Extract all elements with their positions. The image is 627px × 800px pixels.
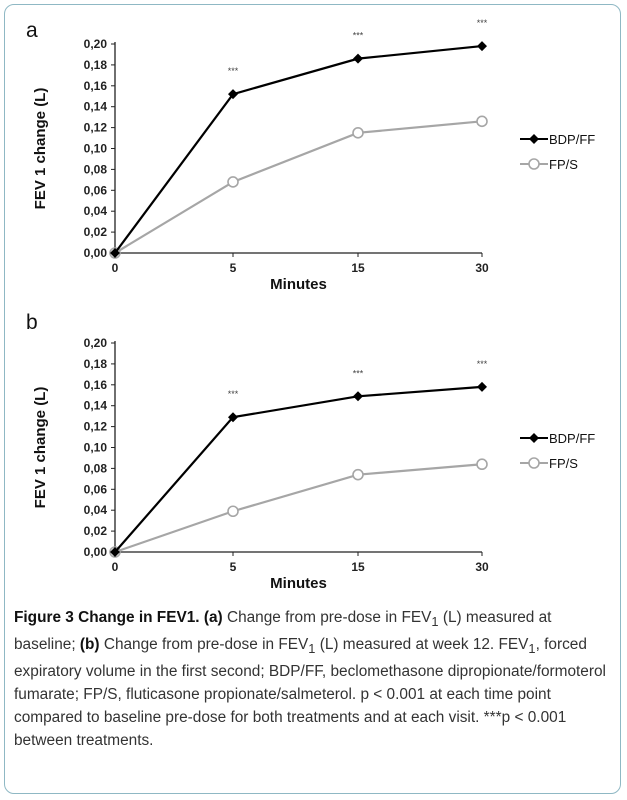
figure-charts: a 0,00 0,02 0,04 0,06 0,08 0,10 0,12 0,14 0,16 0,1…	[26, 18, 595, 592]
y-tick-label: 0,14	[84, 399, 108, 413]
series-line-bdp-ff	[114, 44, 483, 254]
x-tick-label: 15	[351, 560, 365, 574]
figure-card	[4, 4, 621, 794]
data-point	[477, 41, 487, 52]
panel-label: b	[26, 311, 38, 334]
data-point	[353, 391, 363, 402]
legend-marker	[528, 457, 540, 469]
legend-marker	[529, 433, 539, 443]
significance-annotation: ***	[477, 359, 488, 369]
x-tick-label: 5	[230, 261, 237, 275]
legend-marker	[529, 134, 539, 144]
data-point	[352, 127, 364, 139]
y-tick-label: 0,12	[84, 121, 108, 135]
y-tick-label: 0,02	[84, 225, 108, 239]
caption-panel-a-label: (a)	[203, 609, 223, 626]
significance-annotation: ***	[228, 66, 239, 76]
y-tick-label: 0,14	[84, 100, 108, 114]
y-tick-label: 0,16	[84, 378, 108, 392]
y-tick-label: 0,00	[84, 545, 108, 559]
caption-panel-b-text-2: (L) measured at week 12. FEV	[315, 636, 529, 654]
y-axis-title: FEV 1 change (L)	[32, 387, 49, 509]
significance-annotation: ***	[477, 18, 488, 28]
x-tick-label: 15	[351, 261, 365, 275]
y-tick-label: 0,12	[84, 420, 108, 434]
y-tick-label: 0,16	[84, 79, 108, 93]
data-point	[353, 53, 363, 64]
y-tick-label: 0,04	[84, 204, 108, 218]
legend-label: FP/S	[549, 157, 578, 172]
y-tick-label: 0,10	[84, 441, 108, 455]
data-point	[227, 176, 239, 188]
x-axis-title: Minutes	[270, 575, 327, 592]
y-tick-label: 0,04	[84, 503, 108, 517]
caption-subscript: 1	[431, 614, 439, 630]
legend-label: FP/S	[549, 456, 578, 471]
y-tick-label: 0,08	[84, 461, 108, 475]
series-line-bdp-ff	[114, 385, 483, 553]
caption-subscript: 1	[308, 641, 316, 657]
caption-figure-label: Figure 3 Change in FEV1.	[14, 609, 200, 626]
significance-annotation: ***	[353, 31, 364, 41]
data-point	[227, 505, 239, 518]
y-tick-label: 0,06	[84, 482, 108, 496]
legend-label: BDP/FF	[549, 431, 595, 446]
y-tick-label: 0,20	[84, 37, 108, 51]
figure-caption: Figure 3 Change in FEV1. (a) Change from…	[14, 606, 612, 752]
y-tick-label: 0,18	[84, 357, 108, 371]
y-tick-label: 0,06	[84, 183, 108, 197]
data-point	[352, 468, 364, 481]
x-tick-label: 5	[230, 560, 237, 574]
y-tick-label: 0,00	[84, 246, 108, 260]
caption-panel-a-text-2: (L) measured at baseline;	[14, 609, 552, 654]
y-tick-label: 0,10	[84, 142, 108, 156]
data-point	[228, 89, 238, 100]
significance-annotation: ***	[228, 389, 239, 399]
data-point	[110, 547, 120, 557]
data-point	[477, 381, 487, 392]
y-tick-label: 0,18	[84, 58, 108, 72]
caption-body-text: , forced expiratory volume in the first …	[14, 636, 606, 750]
x-tick-label: 30	[475, 560, 489, 574]
x-tick-label: 0	[112, 261, 119, 275]
legend-label: BDP/FF	[549, 132, 595, 147]
x-tick-label: 0	[112, 560, 119, 574]
caption-panel-b-text: Change from pre-dose in FEV	[99, 636, 309, 654]
y-tick-label: 0,02	[84, 524, 108, 538]
x-axis-title: Minutes	[270, 276, 327, 293]
data-point	[476, 115, 488, 128]
y-tick-label: 0,20	[84, 336, 108, 350]
series-line-fp-s	[114, 463, 483, 554]
series-line-fp-s	[114, 120, 483, 254]
y-tick-label: 0,08	[84, 162, 108, 176]
data-point	[110, 248, 120, 258]
caption-subscript: 1	[528, 641, 536, 657]
caption-panel-b-label: (b)	[79, 636, 100, 654]
y-axis-title: FEV 1 change (L)	[32, 88, 49, 210]
legend-marker	[528, 158, 540, 170]
caption-panel-a-text: Change from pre-dose in FEV	[222, 609, 432, 626]
significance-annotation: ***	[353, 368, 364, 378]
panel-label: a	[26, 19, 38, 42]
data-point	[228, 412, 238, 423]
x-tick-label: 30	[475, 261, 489, 275]
data-point	[476, 458, 488, 471]
